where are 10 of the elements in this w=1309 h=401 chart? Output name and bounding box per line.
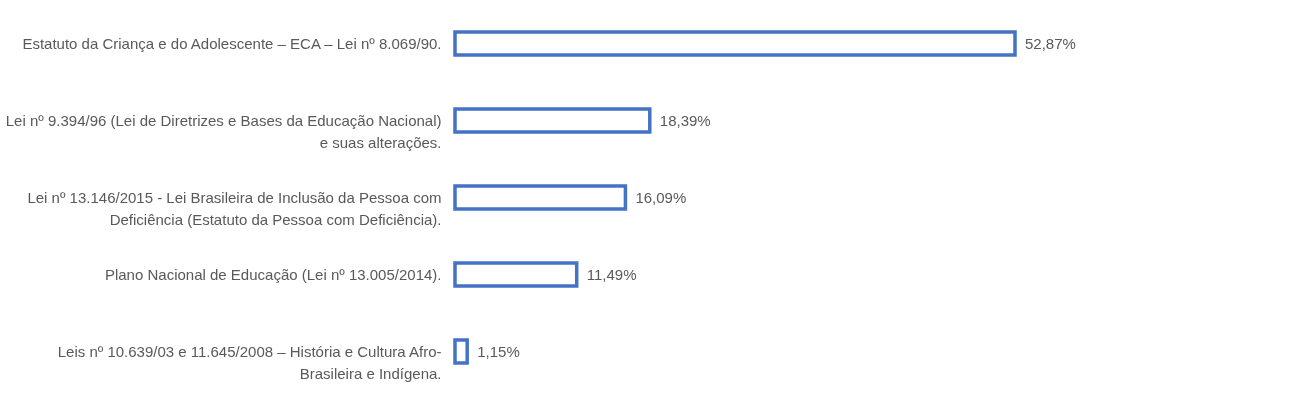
data-label: 16,09%: [635, 188, 687, 206]
y-tick-label: Leis nº 10.639/03 e 11.645/2008 – História e Cultura Afro- Brasileira e Indígena.: [57, 342, 442, 382]
y-tick-label: Lei nº 13.146/2015 - Lei Brasileira de Inclusão da Pessoa com Deficiência (Estatuto da Pessoa com Deficiência).: [27, 188, 442, 228]
data-label: 18,39%: [659, 111, 711, 129]
data-label: 1,15%: [477, 342, 520, 360]
y-tick-label: Plano Nacional de Educação (Lei nº 13.005/2014).: [104, 265, 442, 283]
data-label: 11,49%: [586, 265, 637, 283]
y-tick-label: Lei nº 9.394/96 (Lei de Diretrizes e Bases da Educação Nacional) e suas alterações.: [5, 111, 442, 151]
y-tick-label: Estatuto da Criança e do Adolescente – ECA – Lei nº 8.069/90.: [22, 34, 442, 52]
data-label: 52,87%: [1025, 34, 1076, 52]
